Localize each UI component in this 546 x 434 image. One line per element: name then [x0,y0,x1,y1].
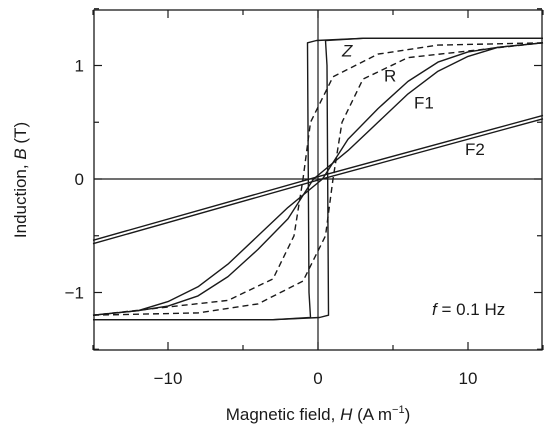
x-tick-label: 0 [313,369,322,388]
curve-label-r: R [384,66,396,85]
curve-labels: Z R F1 F2 [341,41,485,159]
y-axis-label: Induction, B (T) [11,122,30,238]
curve-label-f1: F1 [414,94,434,113]
x-tick-label: 10 [459,369,478,388]
frequency-annotation: f = 0.1 Hz [432,300,505,319]
y-tick-label: 1 [75,57,84,76]
y-tick-label: −1 [65,284,84,303]
y-tick-label: 0 [75,170,84,189]
x-tick-label: −10 [154,369,183,388]
y-axis-ticks: −1 0 1 [65,8,542,350]
curve-label-z: Z [341,41,353,60]
curve-label-f2: F2 [465,140,485,159]
loop-r-ascending [92,42,544,316]
loop-z-descending [93,37,543,321]
x-axis-ticks: −10 0 10 [92,10,544,388]
x-axis-label: Magnetic field, H (A m−1) [226,404,411,424]
loop-r-descending [92,42,544,316]
